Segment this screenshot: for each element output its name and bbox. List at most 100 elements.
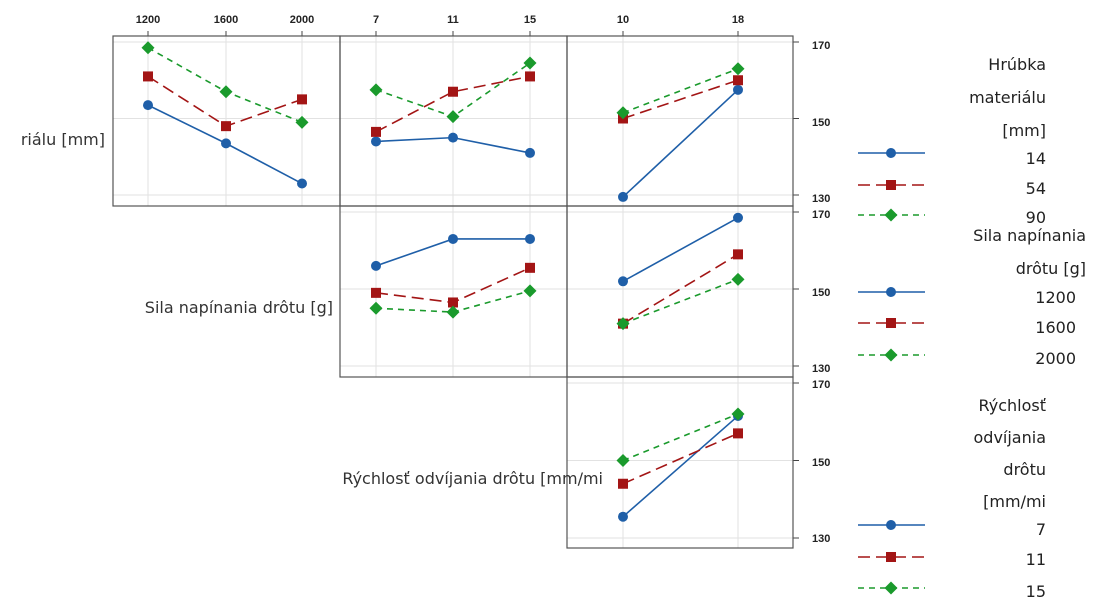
point-p3-1200-2	[525, 233, 535, 244]
point-p5-7-0	[618, 511, 628, 522]
y-tick-r2-130: 130	[812, 533, 830, 545]
point-p2-54-1	[733, 75, 743, 86]
col-tick-0-2: 2000	[290, 14, 314, 26]
point-p3-2000-1	[446, 305, 460, 319]
point-p1-54-1	[448, 86, 458, 97]
point-p3-1200-0	[371, 260, 381, 271]
point-p3-1600-2	[525, 262, 535, 273]
row-label-hrubka: riálu [mm]	[21, 130, 105, 149]
panel-frame-5	[566, 376, 794, 549]
legend-title-rychlost-line4: [mm/mi	[983, 492, 1046, 511]
legend-title-hrubka-line3: [mm]	[1002, 121, 1046, 140]
y-tick-r0-170: 170	[812, 40, 830, 52]
series-line-p2-90	[622, 68, 739, 114]
point-p0-54-1	[221, 121, 231, 132]
series-line-p1-54	[375, 75, 531, 133]
point-p0-90-1	[219, 85, 233, 99]
point-p2-90-0	[616, 106, 630, 120]
series-line-p4-1600	[622, 253, 739, 325]
point-p1-14-1	[448, 132, 458, 143]
series-line-p4-2000	[622, 278, 739, 325]
series-line-p5-11	[622, 432, 739, 485]
point-p5-15-0	[616, 454, 630, 467]
row-label-rychlost: Rýchlosť odvíjania drôtu [mm/mi	[342, 469, 603, 488]
col-tick-2-0: 10	[617, 14, 629, 26]
legend-value-rychlost-15: 15	[1026, 582, 1046, 601]
point-p1-14-0	[371, 136, 381, 147]
col-tick-2-1: 18	[732, 14, 744, 26]
legend-title-hrubka-line2: materiálu	[969, 88, 1046, 107]
point-p5-15-1	[731, 407, 745, 421]
point-p3-1200-1	[448, 233, 458, 244]
point-p1-14-2	[525, 147, 535, 158]
legend-title-sila-line2: drôtu [g]	[1016, 259, 1086, 278]
legend-value-hrubka-14: 14	[1026, 149, 1046, 168]
point-p5-11-1	[733, 428, 743, 439]
col-tick-0-0: 1200	[136, 14, 160, 26]
legend-swatch-marker-0-2	[884, 208, 898, 222]
legend-value-sila-1200: 1200	[1035, 288, 1076, 307]
point-p3-2000-0	[369, 301, 383, 315]
y-tick-r1-150: 150	[812, 287, 830, 299]
point-p0-90-0	[141, 41, 155, 55]
legend-swatch-marker-2-1	[886, 552, 896, 562]
point-p1-54-0	[371, 126, 381, 137]
col-tick-0-1: 1600	[214, 14, 238, 26]
point-p0-90-2	[295, 115, 309, 129]
legend-value-rychlost-11: 11	[1026, 550, 1046, 569]
legend-swatch-marker-1-0	[886, 287, 896, 297]
legend-value-hrubka-54: 54	[1026, 179, 1046, 198]
legend-swatch-marker-2-0	[886, 520, 896, 530]
legend-swatch-marker-0-0	[886, 148, 896, 158]
point-p4-1200-0	[618, 276, 628, 287]
point-p1-90-0	[369, 83, 383, 97]
col-tick-1-1: 11	[447, 14, 459, 26]
point-p0-14-2	[297, 178, 307, 189]
point-p2-14-0	[618, 191, 628, 202]
point-p0-14-0	[143, 100, 153, 111]
col-tick-1-2: 15	[524, 14, 536, 26]
col-tick-1-0: 7	[373, 14, 379, 26]
y-tick-r2-170: 170	[812, 379, 830, 391]
point-p1-90-1	[446, 110, 460, 124]
legend-title-rychlost-line1: Rýchlosť	[979, 396, 1047, 415]
legend-swatch-marker-1-2	[884, 348, 898, 362]
series-line-p4-1200	[622, 217, 739, 283]
point-p3-2000-2	[523, 284, 537, 298]
series-line-p5-7	[622, 415, 739, 518]
point-p4-1600-1	[733, 249, 743, 260]
y-tick-r2-150: 150	[812, 457, 830, 469]
point-p3-1600-0	[371, 287, 381, 298]
point-p5-11-0	[618, 478, 628, 489]
legend-swatch-marker-0-1	[886, 180, 896, 190]
series-line-p5-15	[622, 413, 739, 462]
y-tick-r0-130: 130	[812, 193, 830, 205]
point-p0-54-0	[143, 71, 153, 82]
point-p1-90-2	[523, 56, 537, 70]
legend-swatch-marker-2-2	[884, 581, 898, 595]
y-tick-r1-130: 130	[812, 363, 830, 375]
legend-value-sila-1600: 1600	[1035, 318, 1076, 337]
point-p3-1600-1	[448, 297, 458, 308]
point-p1-54-2	[525, 71, 535, 82]
y-tick-r1-170: 170	[812, 209, 830, 221]
legend-title-rychlost-line3: drôtu	[1003, 460, 1046, 479]
legend-value-sila-2000: 2000	[1035, 349, 1076, 368]
legend-value-rychlost-7: 7	[1036, 520, 1046, 539]
point-p4-1200-1	[733, 212, 743, 223]
legend-title-sila-line1: Sila napínania	[973, 226, 1086, 245]
point-p0-14-1	[221, 138, 231, 149]
panel-frame-4	[566, 205, 794, 378]
y-tick-r0-150: 150	[812, 117, 830, 129]
point-p4-2000-1	[731, 272, 745, 286]
point-p2-90-1	[731, 62, 745, 76]
legend-title-rychlost-line2: odvíjania	[974, 428, 1047, 447]
point-p2-14-1	[733, 84, 743, 95]
legend-title-hrubka-line1: Hrúbka	[988, 55, 1046, 74]
point-p4-2000-0	[616, 317, 630, 331]
legend-value-hrubka-90: 90	[1026, 208, 1046, 227]
legend-swatch-marker-1-1	[886, 318, 896, 328]
point-p0-54-2	[297, 94, 307, 105]
row-label-sila: Sila napínania drôtu [g]	[145, 298, 333, 317]
